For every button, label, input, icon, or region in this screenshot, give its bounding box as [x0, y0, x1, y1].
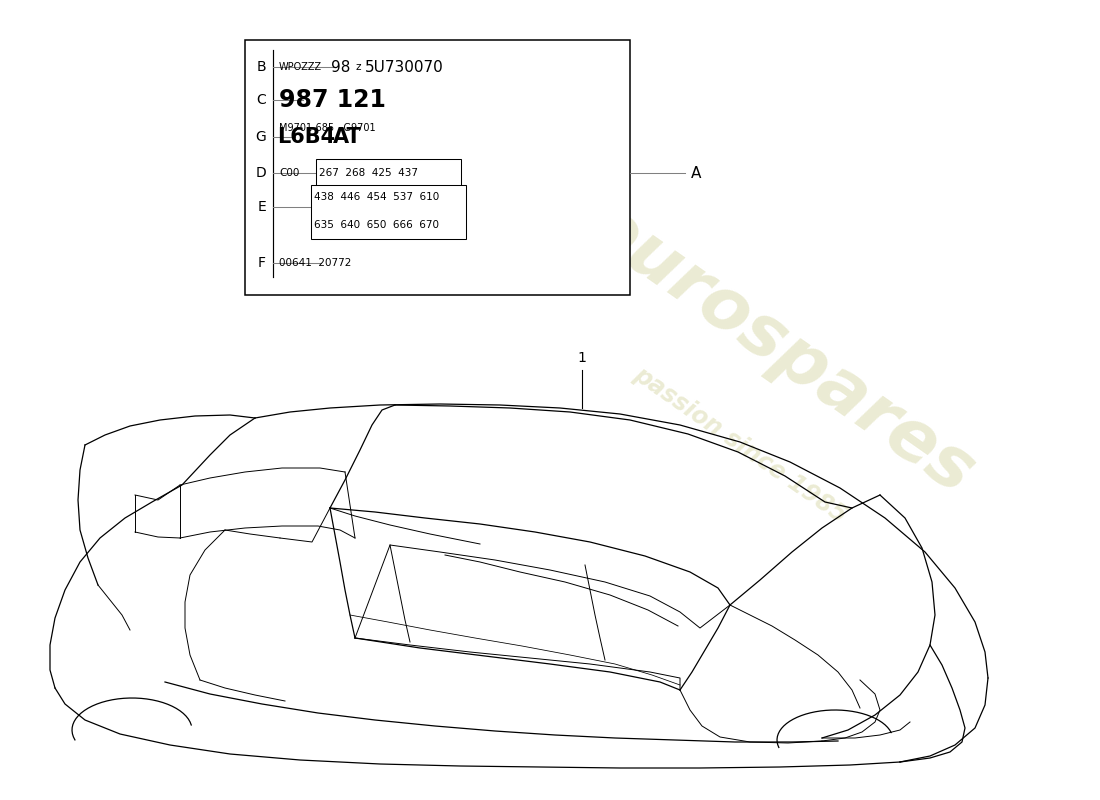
- Text: L6B4: L6B4: [277, 127, 336, 147]
- Text: 5U730070: 5U730070: [365, 59, 443, 74]
- Text: 267  268  425  437: 267 268 425 437: [319, 168, 418, 178]
- Text: eurospares: eurospares: [573, 190, 987, 510]
- Text: 635  640  650  666  670: 635 640 650 666 670: [314, 220, 439, 230]
- Text: 00641  20772: 00641 20772: [279, 258, 351, 268]
- Text: C00: C00: [279, 168, 299, 178]
- Text: D: D: [255, 166, 266, 180]
- Text: AT: AT: [333, 127, 362, 147]
- Bar: [311, 185, 466, 239]
- Text: G: G: [255, 130, 266, 144]
- Text: C: C: [256, 93, 266, 107]
- Text: F: F: [258, 256, 266, 270]
- Text: 987 121: 987 121: [279, 88, 386, 112]
- Text: E: E: [257, 200, 266, 214]
- Bar: [245, 40, 630, 295]
- Text: A: A: [691, 166, 702, 181]
- Text: 98: 98: [331, 59, 351, 74]
- Text: 1: 1: [578, 351, 586, 365]
- Text: WPOZZZ: WPOZZZ: [279, 62, 322, 72]
- Bar: [316, 159, 461, 187]
- Text: 438  446  454  537  610: 438 446 454 537 610: [314, 192, 439, 202]
- Text: B: B: [256, 60, 266, 74]
- Text: M9701-685   G9701: M9701-685 G9701: [279, 123, 375, 133]
- Text: passion since 1985: passion since 1985: [629, 362, 851, 528]
- Text: z: z: [355, 62, 361, 72]
